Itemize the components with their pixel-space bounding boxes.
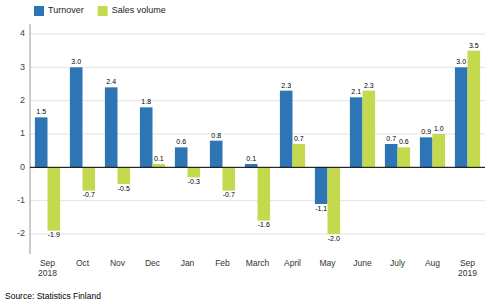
y-tick-label: 1 (20, 128, 25, 138)
bars (35, 51, 480, 234)
bar (280, 91, 293, 168)
grid (30, 34, 485, 234)
data-label: 0.6 (176, 138, 186, 145)
x-tick-label: Nov (110, 258, 126, 268)
bar (468, 51, 481, 168)
x-tick-label: June (353, 258, 372, 268)
bar (455, 67, 468, 167)
grid-line (30, 67, 485, 68)
bar (385, 144, 398, 167)
x-tick-label: Feb (215, 258, 230, 268)
data-label: 1.0 (434, 125, 444, 132)
grid-line (30, 34, 485, 35)
data-label: 1.5 (36, 108, 46, 115)
grid-line (30, 134, 485, 135)
bar (293, 144, 306, 167)
bar (398, 147, 411, 167)
bar (258, 167, 271, 220)
data-label: -0.5 (118, 185, 130, 192)
data-label: 2.3 (281, 82, 291, 89)
data-label: 2.4 (106, 78, 116, 85)
data-label: -1.9 (48, 231, 60, 238)
y-tick-label: -2 (17, 228, 25, 238)
grid-line (30, 100, 485, 101)
x-tick-label: Oct (76, 258, 90, 268)
bar (70, 67, 83, 167)
data-label: -0.3 (188, 178, 200, 185)
bar (433, 134, 446, 167)
data-label: -0.7 (83, 191, 95, 198)
y-axis-line (30, 24, 31, 254)
data-label: 2.3 (364, 82, 374, 89)
data-label: 0.7 (386, 135, 396, 142)
y-tick-label: 0 (20, 162, 25, 172)
y-tick-label: 4 (20, 28, 25, 38)
data-label: -2.0 (328, 235, 340, 242)
bar (223, 167, 236, 190)
x-tick-label: Sep2018 (38, 258, 57, 278)
y-tick-label: -1 (17, 195, 25, 205)
legend-swatch (98, 6, 108, 16)
zero-line (30, 167, 485, 168)
data-label: 3.0 (71, 58, 81, 65)
data-label: 3.5 (469, 42, 479, 49)
data-label: 2.1 (351, 88, 361, 95)
bar (420, 137, 433, 167)
x-tick-label: Dec (145, 258, 161, 268)
data-label: 1.8 (141, 98, 151, 105)
data-label: 0.1 (154, 155, 164, 162)
grid-line (30, 234, 485, 235)
data-label: 0.6 (399, 138, 409, 145)
bar (175, 147, 188, 167)
x-tick-label: July (390, 258, 406, 268)
data-label: -0.7 (223, 191, 235, 198)
bar (83, 167, 96, 190)
y-tick-label: 2 (20, 95, 25, 105)
bar (350, 97, 363, 167)
data-label: 0.7 (294, 135, 304, 142)
data-label: 0.8 (211, 132, 221, 139)
x-tick-label: Jan (181, 258, 195, 268)
legend-swatch (34, 6, 44, 16)
x-tick-label: May (319, 258, 336, 268)
y-tick-label: 3 (20, 62, 25, 72)
x-tick-label: Sep2019 (458, 258, 477, 278)
legend-label: Sales volume (112, 5, 166, 15)
bar (118, 167, 131, 184)
x-tick-label: March (246, 258, 270, 268)
legend-label: Turnover (48, 5, 84, 15)
x-tick-label: April (284, 258, 301, 268)
data-label: 0.1 (246, 155, 256, 162)
bar (35, 117, 48, 167)
bar (328, 167, 341, 234)
bar (105, 87, 118, 167)
data-label: 3.0 (456, 58, 466, 65)
data-label: 0.9 (421, 128, 431, 135)
bar (188, 167, 201, 177)
bar (210, 141, 223, 168)
data-label: -1.1 (315, 205, 327, 212)
legend: Turnover Sales volume (34, 5, 166, 16)
bar (140, 107, 153, 167)
grid-line (30, 167, 485, 168)
source-note: Source: Statistics Finland (5, 291, 101, 301)
x-tick-label: Aug (425, 258, 440, 268)
bar (363, 91, 376, 168)
bar (48, 167, 61, 230)
bar (315, 167, 328, 204)
data-label: -1.6 (258, 221, 270, 228)
chart: -2 -1 0 1 2 3 4 1.5 3.0 2.4 1.8 0.6 0.8 0.1 2.3 -1.1 2.1… (0, 0, 493, 304)
